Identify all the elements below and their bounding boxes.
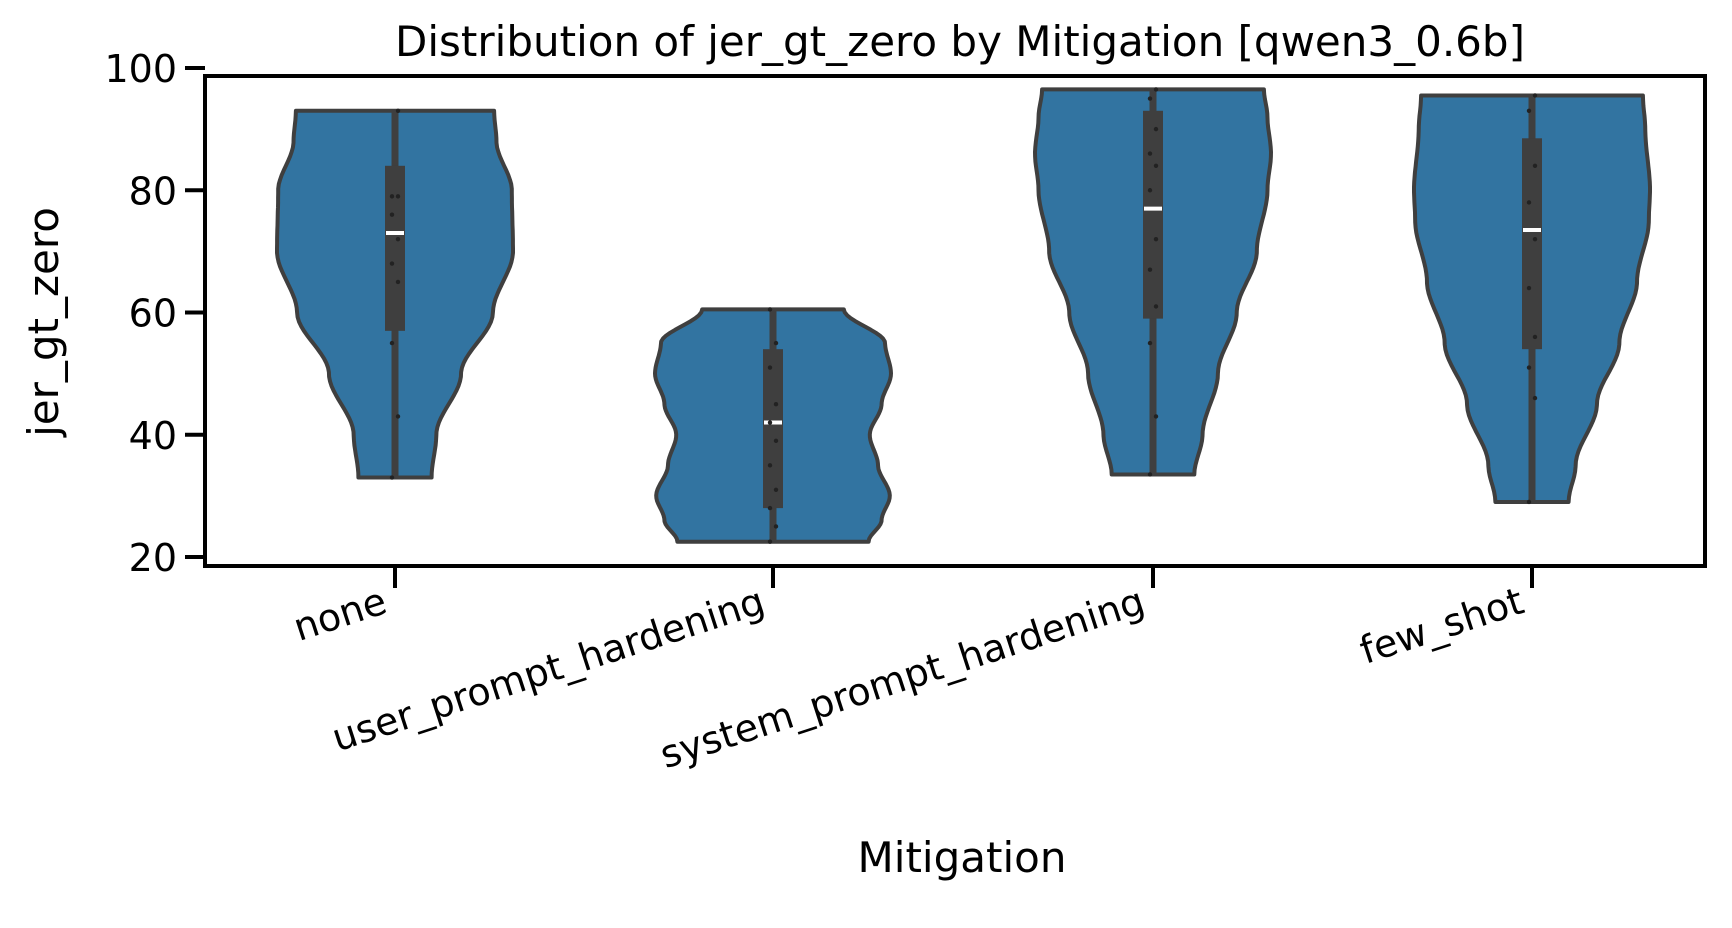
data-point-system-prompt-hardening: [1153, 163, 1159, 168]
data-point-few-shot: [1526, 285, 1532, 291]
data-point-user-prompt-hardening: [767, 505, 773, 511]
data-point-system-prompt-hardening: [1153, 236, 1159, 242]
plot-frame: [203, 74, 1707, 568]
data-point-user-prompt-hardening: [773, 487, 779, 492]
y-tick-label: 40: [129, 414, 177, 458]
data-point-system-prompt-hardening: [1153, 414, 1159, 419]
data-point-user-prompt-hardening: [767, 307, 773, 312]
data-point-system-prompt-hardening: [1147, 340, 1153, 346]
x-tick-label-few-shot: few_shot: [1355, 579, 1529, 673]
data-point-none: [395, 414, 401, 419]
y-tick-label: 100: [104, 47, 177, 91]
data-point-user-prompt-hardening: [773, 340, 779, 346]
data-point-none: [389, 340, 395, 346]
data-point-system-prompt-hardening: [1147, 267, 1153, 272]
data-point-none: [389, 212, 395, 217]
data-point-system-prompt-hardening: [1153, 304, 1159, 309]
iqr-box-few-shot: [1522, 138, 1542, 350]
data-point-system-prompt-hardening: [1147, 188, 1153, 193]
data-point-none: [395, 236, 401, 242]
data-point-none: [395, 194, 401, 199]
data-point-user-prompt-hardening: [773, 438, 779, 444]
data-point-user-prompt-hardening: [767, 365, 773, 370]
data-point-few-shot: [1526, 365, 1532, 370]
data-point-few-shot: [1532, 93, 1538, 98]
iqr-box-system-prompt-hardening: [1143, 110, 1163, 319]
data-point-user-prompt-hardening: [767, 420, 773, 425]
data-point-few-shot: [1526, 108, 1532, 113]
data-point-system-prompt-hardening: [1147, 151, 1153, 156]
iqr-box-user-prompt-hardening: [763, 349, 783, 509]
data-point-few-shot: [1526, 499, 1532, 505]
data-point-none: [395, 279, 401, 285]
y-axis-label: jer_gt_zero: [19, 207, 68, 438]
chart-title: Distribution of jer_gt_zero by Mitigatio…: [395, 17, 1525, 66]
data-point-few-shot: [1526, 200, 1532, 205]
data-point-none: [395, 108, 401, 113]
x-axis-label: Mitigation: [858, 833, 1067, 882]
data-point-system-prompt-hardening: [1147, 96, 1153, 101]
data-point-few-shot: [1532, 334, 1538, 340]
y-tick-label: 80: [129, 169, 177, 213]
y-tick-label: 60: [129, 292, 177, 336]
data-point-system-prompt-hardening: [1153, 87, 1159, 92]
data-point-user-prompt-hardening: [767, 463, 773, 468]
data-point-few-shot: [1532, 236, 1538, 242]
data-point-system-prompt-hardening: [1147, 472, 1153, 477]
data-point-none: [389, 194, 395, 199]
data-point-user-prompt-hardening: [767, 539, 773, 544]
data-point-none: [389, 261, 395, 266]
data-point-system-prompt-hardening: [1153, 126, 1159, 132]
y-tick-label: 20: [129, 536, 177, 580]
data-point-user-prompt-hardening: [773, 524, 779, 529]
iqr-box-none: [385, 165, 405, 331]
data-point-few-shot: [1532, 163, 1538, 168]
data-point-user-prompt-hardening: [773, 401, 779, 407]
plot-area: [275, 87, 1652, 544]
data-point-none: [389, 475, 395, 480]
data-point-few-shot: [1532, 395, 1538, 401]
x-tick-label-none: none: [288, 579, 392, 650]
